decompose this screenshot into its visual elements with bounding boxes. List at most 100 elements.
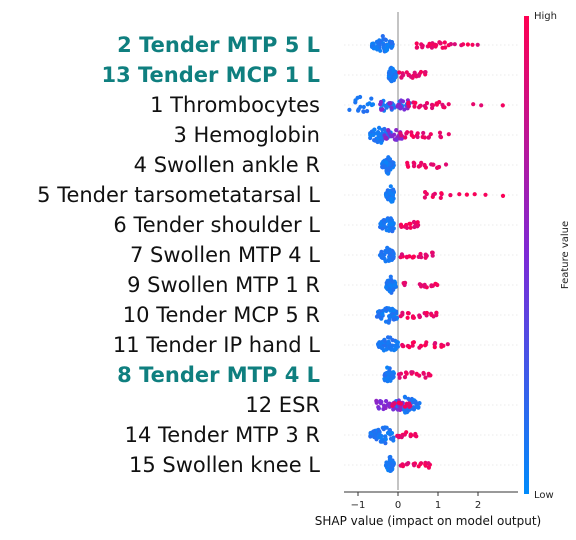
shap-point-high <box>414 41 419 46</box>
x-tick-label: −1 <box>351 500 366 511</box>
feature-label: 4 Swollen ankle R <box>134 153 320 177</box>
shap-point-high <box>422 282 427 287</box>
shap-point-low <box>403 410 408 415</box>
shap-point-high <box>438 195 443 200</box>
shap-point-high <box>430 103 436 108</box>
shap-point-low <box>388 184 393 189</box>
shap-point-low <box>385 430 391 436</box>
shap-point-high <box>420 43 425 48</box>
shap-point-high <box>400 310 405 315</box>
shap-point-low <box>379 346 385 351</box>
shap-point-high <box>395 433 400 438</box>
shap-point-high <box>399 224 404 229</box>
shap-point-low <box>406 396 411 401</box>
shap-point-high <box>464 192 469 197</box>
shap-point-high <box>500 193 506 198</box>
shap-point-high <box>406 461 411 466</box>
shap-point-mid <box>392 132 397 137</box>
shap-point-high <box>416 73 421 78</box>
shap-point-low <box>374 39 379 45</box>
shap-point-high <box>421 370 426 376</box>
shap-point-high <box>402 375 408 380</box>
shap-point-high <box>406 104 411 109</box>
shap-point-low <box>388 216 393 221</box>
feature-label: 13 Tender MCP 1 L <box>101 63 320 87</box>
shap-point-low <box>411 406 416 411</box>
shap-point-high <box>396 372 402 377</box>
shap-point-low <box>379 249 384 254</box>
shap-point-high <box>429 312 434 317</box>
shap-point-high <box>409 370 414 375</box>
feature-label: 7 Swollen MTP 4 L <box>130 243 320 267</box>
shap-point-high <box>417 282 422 287</box>
shap-point-high <box>422 162 427 168</box>
shap-point-high <box>405 315 410 320</box>
shap-point-low <box>388 468 393 473</box>
shap-point-high <box>390 402 395 407</box>
shap-point-low <box>361 109 366 114</box>
shap-point-high <box>439 342 444 347</box>
shap-point-low <box>356 108 361 113</box>
shap-point-high <box>457 192 462 197</box>
colorbar-high-label: High <box>534 11 557 22</box>
shap-point-high <box>423 255 428 260</box>
shap-point-high <box>408 403 413 408</box>
shap-point-high <box>446 102 451 107</box>
shap-point-low <box>394 339 399 344</box>
shap-point-high <box>430 253 435 258</box>
shap-point-low <box>384 285 389 290</box>
shap-point-low <box>393 347 398 352</box>
shap-point-low <box>388 274 393 279</box>
feature-label: 14 Tender MTP 3 R <box>125 423 320 447</box>
shap-point-high <box>439 191 444 196</box>
shap-point-low <box>390 229 395 234</box>
shap-point-low <box>380 34 385 39</box>
shap-point-low <box>388 191 393 196</box>
shap-point-high <box>465 42 470 47</box>
shap-point-low <box>374 314 380 319</box>
shap-point-high <box>423 252 428 257</box>
shap-point-high <box>418 251 423 257</box>
shap-point-mid <box>398 407 403 412</box>
feature-label: 12 ESR <box>245 393 320 417</box>
shap-point-high <box>418 163 423 168</box>
feature-label: 9 Swollen MTP 1 R <box>127 273 320 297</box>
shap-point-low <box>380 439 385 444</box>
colorbar-gradient <box>524 16 529 494</box>
shap-point-low <box>389 78 395 83</box>
shap-point-low <box>381 221 386 226</box>
shap-point-high <box>409 130 414 135</box>
shap-point-mid <box>400 99 406 104</box>
shap-point-low <box>387 162 393 167</box>
x-axis-title: SHAP value (impact on model output) <box>315 514 542 528</box>
shap-point-high <box>433 341 438 346</box>
shap-point-high <box>445 342 450 347</box>
shap-point-low <box>378 435 383 440</box>
shap-point-low <box>389 199 394 204</box>
shap-point-low <box>369 96 374 101</box>
shap-point-low <box>377 432 382 437</box>
shap-point-high <box>470 42 475 47</box>
feature-label: 8 Tender MTP 4 L <box>117 363 320 387</box>
shap-point-high <box>406 100 411 105</box>
shap-point-high <box>437 164 442 170</box>
shap-point-low <box>379 140 384 145</box>
shap-point-high <box>403 370 409 375</box>
shap-point-low <box>389 196 394 201</box>
shap-point-low <box>391 287 396 292</box>
shap-point-high <box>403 280 408 285</box>
shap-point-low <box>387 289 392 294</box>
shap-point-low <box>385 375 390 380</box>
x-ticks: −1 0 1 2 <box>351 492 481 511</box>
shap-point-mid <box>398 104 403 109</box>
shap-point-low <box>391 187 396 192</box>
shap-point-low <box>347 107 352 112</box>
shap-point-high <box>422 195 427 200</box>
shap-point-mid <box>402 107 407 112</box>
shap-point-high <box>415 220 420 225</box>
feature-label: 1 Thrombocytes <box>150 93 320 117</box>
shap-point-low <box>367 101 372 106</box>
shap-point-low <box>378 48 383 53</box>
shap-point-low <box>386 171 391 176</box>
colorbar-title: Feature value <box>560 221 571 289</box>
